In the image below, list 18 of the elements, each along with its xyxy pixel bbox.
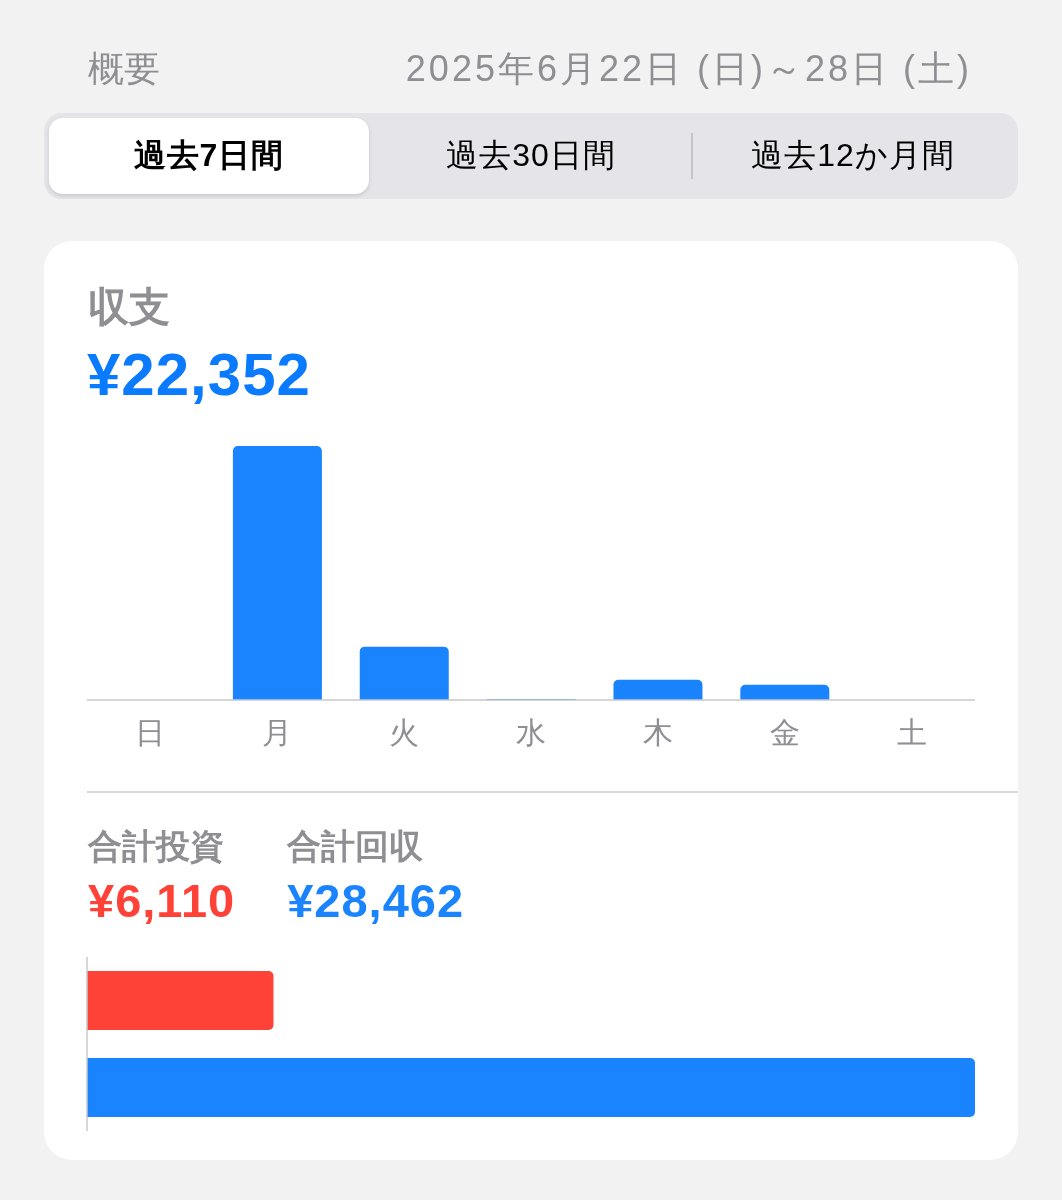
text: ¥6,110 [88, 874, 236, 927]
x-tick-label: 木 [642, 716, 673, 750]
text: 過去12か月間 [751, 136, 955, 175]
text: 合計回収 [287, 826, 425, 866]
text: 合計投資 [88, 826, 225, 866]
x-tick-label: 水 [516, 716, 546, 750]
chart-title: 収支 [88, 284, 170, 330]
text: 2025年6月22日 (日)～28日 (土) [405, 48, 972, 90]
x-tick-label: 月 [262, 716, 293, 750]
x-tick-label: 火 [389, 716, 420, 750]
x-tick-label: 日 [135, 716, 166, 750]
text: ¥28,462 [287, 874, 465, 927]
text: 概要 [88, 48, 160, 90]
x-tick-label: 土 [896, 716, 927, 750]
chart-subtitle: ¥22,352 [87, 341, 311, 409]
text: 過去30日間 [446, 136, 616, 175]
text: 過去7日間 [133, 136, 285, 175]
x-tick-label: 金 [769, 716, 800, 750]
